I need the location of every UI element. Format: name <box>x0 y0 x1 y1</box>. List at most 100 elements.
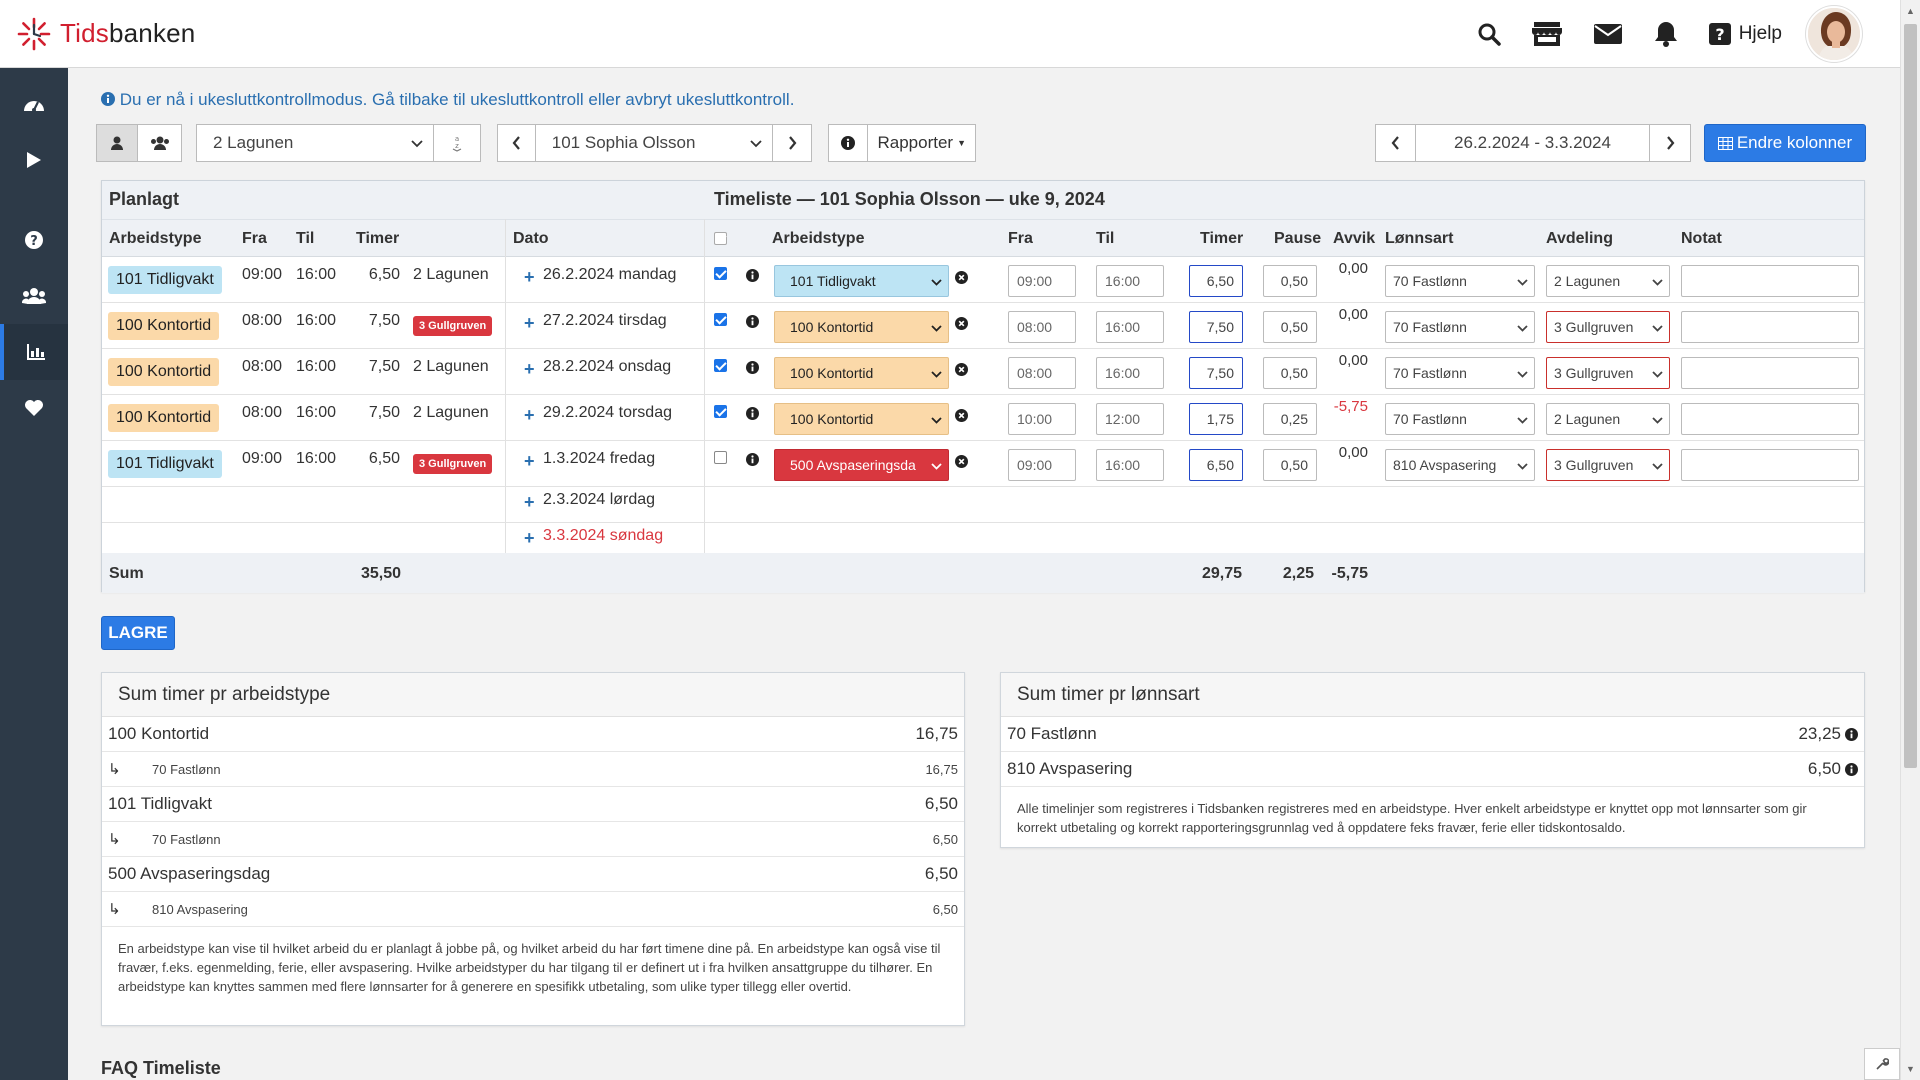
approve-checkbox[interactable] <box>714 451 727 464</box>
pause-input[interactable]: 0,50 <box>1263 357 1317 389</box>
wage-type-select[interactable]: 70 Fastlønn <box>1385 265 1535 297</box>
save-button[interactable]: LAGRE <box>101 616 175 650</box>
department-select[interactable]: 3 Gullgruven <box>1546 311 1670 343</box>
worktype-select[interactable]: 500 Avspaseringsda <box>774 449 949 481</box>
worktype-select[interactable]: 100 Kontortid <box>774 357 949 389</box>
from-time-input[interactable]: 10:00 <box>1008 403 1076 435</box>
group-view-button[interactable] <box>138 125 181 161</box>
info-circle-icon[interactable] <box>746 313 759 333</box>
add-line-plus-icon[interactable]: + <box>524 451 535 471</box>
add-line-plus-icon[interactable]: + <box>524 528 535 548</box>
store-icon[interactable] <box>1531 21 1563 47</box>
approve-checkbox[interactable] <box>714 267 727 280</box>
hours-input[interactable]: 7,50 <box>1189 311 1243 343</box>
to-time-input[interactable]: 16:00 <box>1096 311 1164 343</box>
add-line-plus-icon[interactable]: + <box>524 313 535 333</box>
from-time-input[interactable]: 09:00 <box>1008 265 1076 297</box>
note-input[interactable] <box>1681 311 1859 343</box>
pause-input[interactable]: 0,50 <box>1263 449 1317 481</box>
worktype-select[interactable]: 100 Kontortid <box>774 403 949 435</box>
info-circle-icon[interactable] <box>746 267 759 287</box>
department-select[interactable]: 2 Lagunen <box>1546 403 1670 435</box>
approve-checkbox[interactable] <box>714 359 727 372</box>
employee-select[interactable]: 101 Sophia Olsson <box>536 125 774 161</box>
hours-input[interactable]: 6,50 <box>1189 449 1243 481</box>
info-circle-icon[interactable] <box>746 451 759 471</box>
to-time-input[interactable]: 16:00 <box>1096 265 1164 297</box>
hours-input[interactable]: 6,50 <box>1189 265 1243 297</box>
avatar[interactable] <box>1806 6 1862 62</box>
info-circle-icon[interactable] <box>746 359 759 379</box>
department-select[interactable]: 2 Lagunen <box>197 125 435 161</box>
bell-icon[interactable] <box>1653 20 1679 48</box>
search-icon[interactable] <box>1477 22 1501 46</box>
date-range-field[interactable]: 26.2.2024 - 3.3.2024 <box>1416 125 1651 161</box>
page-scrollbar[interactable]: ▲ ▼ <box>1900 0 1920 1080</box>
scroll-down-arrow-icon[interactable]: ▼ <box>1906 1064 1915 1074</box>
add-line-plus-icon[interactable]: + <box>524 492 535 512</box>
add-line-plus-icon[interactable]: + <box>524 359 535 379</box>
wage-type-select[interactable]: 70 Fastlønn <box>1385 357 1535 389</box>
single-user-view-button[interactable] <box>97 125 139 161</box>
from-time-input[interactable]: 08:00 <box>1008 357 1076 389</box>
cancel-week-check-link[interactable]: avbryt ukesluttkontroll <box>625 90 790 109</box>
info-button[interactable] <box>829 125 869 161</box>
next-employee-button[interactable] <box>773 125 811 161</box>
department-select[interactable]: 2 Lagunen <box>1546 265 1670 297</box>
approve-checkbox[interactable] <box>714 313 727 326</box>
to-time-input[interactable]: 16:00 <box>1096 357 1164 389</box>
prev-week-button[interactable] <box>1376 125 1416 161</box>
change-columns-button[interactable]: Endre kolonner <box>1704 124 1866 162</box>
to-time-input[interactable]: 16:00 <box>1096 449 1164 481</box>
note-input[interactable] <box>1681 265 1859 297</box>
back-to-week-check-link[interactable]: Gå tilbake til ukesluttkontroll <box>372 90 584 109</box>
remove-line-x-icon[interactable] <box>955 315 968 335</box>
reports-chart-icon[interactable] <box>0 324 68 380</box>
pause-input[interactable]: 0,50 <box>1263 311 1317 343</box>
department-select[interactable]: 3 Gullgruven <box>1546 357 1670 389</box>
play-icon[interactable] <box>0 132 68 188</box>
heart-icon[interactable] <box>0 380 68 436</box>
col-pause: Pause <box>1274 230 1322 247</box>
note-input[interactable] <box>1681 357 1859 389</box>
remove-line-x-icon[interactable] <box>955 453 968 473</box>
add-line-plus-icon[interactable]: + <box>524 405 535 425</box>
reports-dropdown-button[interactable]: Rapporter ▼ <box>868 125 975 161</box>
wrench-icon[interactable] <box>1864 1048 1900 1080</box>
hours-input[interactable]: 7,50 <box>1189 357 1243 389</box>
prev-employee-button[interactable] <box>498 125 536 161</box>
question-circle-icon[interactable]: ? <box>0 212 68 268</box>
from-time-input[interactable]: 09:00 <box>1008 449 1076 481</box>
remove-line-x-icon[interactable] <box>955 269 968 289</box>
from-time-input[interactable]: 08:00 <box>1008 311 1076 343</box>
hours-input[interactable]: 1,75 <box>1189 403 1243 435</box>
add-line-plus-icon[interactable]: + <box>524 267 535 287</box>
note-input[interactable] <box>1681 449 1859 481</box>
select-all-checkbox[interactable] <box>714 232 727 245</box>
pause-input[interactable]: 0,25 <box>1263 403 1317 435</box>
scroll-up-arrow-icon[interactable]: ▲ <box>1906 6 1915 16</box>
help-link[interactable]: ? Hjelp <box>1708 23 1782 45</box>
dashboard-icon[interactable] <box>0 76 68 132</box>
approve-checkbox[interactable] <box>714 405 727 418</box>
wage-type-select[interactable]: 70 Fastlønn <box>1385 311 1535 343</box>
next-week-button[interactable] <box>1650 125 1690 161</box>
scroll-thumb[interactable] <box>1904 24 1917 768</box>
info-circle-icon[interactable] <box>1845 727 1858 741</box>
info-circle-icon[interactable] <box>746 405 759 425</box>
remove-line-x-icon[interactable] <box>955 361 968 381</box>
worktype-select[interactable]: 101 Tidligvakt <box>774 265 949 297</box>
department-select[interactable]: 3 Gullgruven <box>1546 449 1670 481</box>
remove-line-x-icon[interactable] <box>955 407 968 427</box>
pause-input[interactable]: 0,50 <box>1263 265 1317 297</box>
mail-icon[interactable] <box>1593 23 1623 45</box>
wage-type-select[interactable]: 70 Fastlønn <box>1385 403 1535 435</box>
info-circle-icon[interactable] <box>1845 762 1858 776</box>
note-input[interactable] <box>1681 403 1859 435</box>
logo[interactable]: Tidsbanken <box>16 16 195 52</box>
to-time-input[interactable]: 12:00 <box>1096 403 1164 435</box>
wage-type-select[interactable]: 810 Avspasering <box>1385 449 1535 481</box>
users-icon[interactable] <box>0 268 68 324</box>
worktype-select[interactable]: 100 Kontortid <box>774 311 949 343</box>
